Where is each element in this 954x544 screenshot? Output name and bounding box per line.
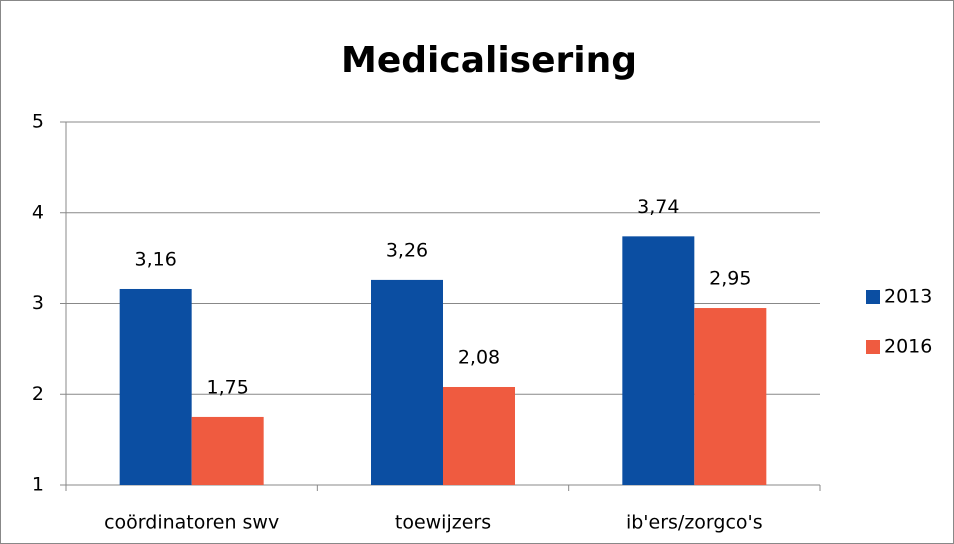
bar (191, 416, 264, 485)
data-label: 2,08 (458, 346, 500, 368)
bar (119, 288, 192, 485)
bar (694, 308, 767, 485)
legend-label: 2013 (884, 286, 932, 308)
legend-swatch (866, 340, 880, 354)
y-tick-label: 5 (32, 111, 44, 133)
data-label: 3,74 (637, 196, 679, 218)
data-label: 3,16 (135, 248, 177, 270)
bar (443, 386, 515, 485)
bar (371, 279, 443, 485)
x-tick-label: coördinatoren swv (104, 512, 279, 534)
data-label: 2,95 (709, 268, 751, 290)
legend-label: 2016 (884, 336, 932, 358)
chart-title: Medicalisering (341, 40, 637, 81)
x-tick-label: ib'ers/zorgco's (626, 512, 763, 534)
x-tick-label: toewijzers (395, 512, 491, 534)
legend-swatch (866, 290, 880, 304)
y-tick-label: 4 (32, 201, 44, 223)
y-tick-label: 2 (32, 383, 44, 405)
y-tick-label: 3 (32, 292, 44, 314)
data-label: 1,75 (207, 376, 249, 398)
data-label: 3,26 (386, 239, 428, 261)
bar (622, 236, 695, 485)
y-tick-label: 1 (32, 474, 44, 496)
